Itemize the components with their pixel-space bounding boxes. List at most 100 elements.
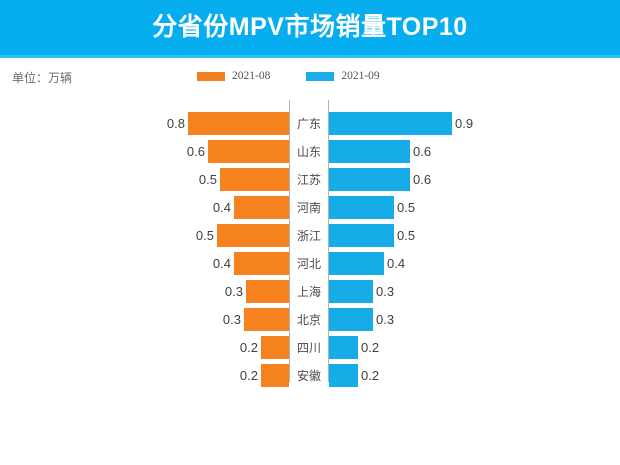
category-label-cell: 安徽 bbox=[290, 362, 328, 389]
category-label: 安徽 bbox=[296, 369, 321, 383]
bar-left[interactable] bbox=[246, 280, 289, 303]
bar-value-label-left: 0.2 bbox=[239, 368, 258, 383]
row-right-half: 0.2 bbox=[329, 362, 620, 389]
bar-value-label-right: 0.2 bbox=[361, 340, 380, 355]
legend-item-2021-09[interactable]: 2021-09 bbox=[306, 70, 380, 82]
chart-row: 0.3 北京 0.3 bbox=[0, 306, 620, 333]
row-right-half: 0.5 bbox=[329, 194, 620, 221]
category-label: 河北 bbox=[296, 257, 321, 271]
bar-value-label-left: 0.6 bbox=[186, 144, 205, 159]
page-title: 分省份MPV市场销量TOP10 bbox=[152, 13, 468, 41]
row-left-half: 0.5 bbox=[0, 166, 289, 193]
bar-value-label-right: 0.4 bbox=[387, 256, 406, 271]
bar-value-label-right: 0.5 bbox=[397, 228, 416, 243]
bar-right[interactable] bbox=[329, 308, 373, 331]
bar-left[interactable] bbox=[208, 140, 289, 163]
bar-value-label-left: 0.4 bbox=[212, 200, 231, 215]
axis-line-right bbox=[328, 100, 329, 382]
row-left-half: 0.5 bbox=[0, 222, 289, 249]
bar-value-label-left: 0.2 bbox=[239, 340, 258, 355]
bar-value-label-right: 0.2 bbox=[361, 368, 380, 383]
category-label: 江苏 bbox=[296, 173, 321, 187]
legend-item-2021-08[interactable]: 2021-08 bbox=[197, 70, 270, 82]
bar-left[interactable] bbox=[244, 308, 289, 331]
bar-right[interactable] bbox=[329, 112, 452, 135]
row-right-half: 0.3 bbox=[329, 278, 620, 305]
legend-swatch-icon bbox=[197, 71, 225, 81]
legend-swatch-icon bbox=[306, 71, 335, 81]
chart-row: 0.8 广东 0.9 bbox=[0, 110, 620, 137]
bar-left[interactable] bbox=[188, 112, 289, 135]
chart-rows: 0.8 广东 0.9 0.6 山东 0.6 0.5 江苏 0.6 0.4 河南 0.5 0.5 浙江 0.5… bbox=[0, 110, 620, 390]
category-label: 浙江 bbox=[296, 229, 321, 243]
category-label-cell: 河北 bbox=[290, 250, 328, 277]
category-label: 上海 bbox=[296, 285, 321, 299]
row-right-half: 0.5 bbox=[329, 222, 620, 249]
chart-row: 0.4 河南 0.5 bbox=[0, 194, 620, 221]
chart-row: 0.5 江苏 0.6 bbox=[0, 166, 620, 193]
bar-left[interactable] bbox=[261, 364, 289, 387]
category-label-cell: 河南 bbox=[290, 194, 328, 221]
chart-row: 0.5 浙江 0.5 bbox=[0, 222, 620, 249]
category-label-cell: 四川 bbox=[290, 334, 328, 361]
row-right-half: 0.6 bbox=[329, 138, 620, 165]
category-label: 山东 bbox=[296, 145, 321, 159]
row-right-half: 0.9 bbox=[329, 110, 620, 137]
bar-value-label-left: 0.4 bbox=[212, 256, 231, 271]
bar-value-label-left: 0.5 bbox=[195, 228, 214, 243]
row-right-half: 0.4 bbox=[329, 250, 620, 277]
row-left-half: 0.2 bbox=[0, 362, 289, 389]
chart-plot-area: 0.8 广东 0.9 0.6 山东 0.6 0.5 江苏 0.6 0.4 河南 0.5 0.5 浙江 0.5… bbox=[0, 100, 620, 390]
bar-right[interactable] bbox=[329, 364, 358, 387]
bar-left[interactable] bbox=[217, 224, 289, 247]
bar-right[interactable] bbox=[329, 140, 410, 163]
bar-left[interactable] bbox=[261, 336, 289, 359]
bar-value-label-right: 0.6 bbox=[413, 144, 432, 159]
bar-value-label-right: 0.3 bbox=[376, 312, 395, 327]
chart-header-banner bbox=[0, 0, 620, 55]
row-left-half: 0.3 bbox=[0, 278, 289, 305]
category-label-cell: 上海 bbox=[290, 278, 328, 305]
category-label-cell: 北京 bbox=[290, 306, 328, 333]
bar-right[interactable] bbox=[329, 280, 373, 303]
bar-right[interactable] bbox=[329, 196, 394, 219]
bar-value-label-left: 0.3 bbox=[224, 284, 243, 299]
category-label: 四川 bbox=[296, 341, 321, 355]
legend-item-label: 2021-09 bbox=[341, 70, 380, 82]
bar-right[interactable] bbox=[329, 336, 358, 359]
category-label-cell: 广东 bbox=[290, 110, 328, 137]
bar-value-label-left: 0.8 bbox=[166, 116, 185, 131]
bar-value-label-right: 0.9 bbox=[455, 116, 474, 131]
bar-left[interactable] bbox=[234, 196, 289, 219]
bar-right[interactable] bbox=[329, 168, 410, 191]
bar-value-label-right: 0.5 bbox=[397, 200, 416, 215]
row-left-half: 0.4 bbox=[0, 250, 289, 277]
row-right-half: 0.2 bbox=[329, 334, 620, 361]
row-right-half: 0.6 bbox=[329, 166, 620, 193]
bar-value-label-left: 0.5 bbox=[198, 172, 217, 187]
bar-value-label-right: 0.6 bbox=[413, 172, 432, 187]
chart-row: 0.2 安徽 0.2 bbox=[0, 362, 620, 389]
bar-right[interactable] bbox=[329, 224, 394, 247]
bar-left[interactable] bbox=[234, 252, 289, 275]
row-left-half: 0.3 bbox=[0, 306, 289, 333]
chart-row: 0.4 河北 0.4 bbox=[0, 250, 620, 277]
category-label-cell: 江苏 bbox=[290, 166, 328, 193]
axis-line-left bbox=[289, 100, 290, 382]
chart-row: 0.6 山东 0.6 bbox=[0, 138, 620, 165]
category-label-cell: 浙江 bbox=[290, 222, 328, 249]
bar-left[interactable] bbox=[220, 168, 289, 191]
chart-row: 0.3 上海 0.3 bbox=[0, 278, 620, 305]
bar-value-label-right: 0.3 bbox=[376, 284, 395, 299]
row-left-half: 0.6 bbox=[0, 138, 289, 165]
category-label-cell: 山东 bbox=[290, 138, 328, 165]
bar-right[interactable] bbox=[329, 252, 384, 275]
chart-legend: 2021-08 2021-09 bbox=[197, 70, 380, 82]
header-underline bbox=[0, 55, 620, 58]
legend-item-label: 2021-08 bbox=[232, 70, 271, 82]
row-left-half: 0.4 bbox=[0, 194, 289, 221]
category-label: 广东 bbox=[296, 117, 321, 131]
bar-value-label-left: 0.3 bbox=[222, 312, 241, 327]
chart-row: 0.2 四川 0.2 bbox=[0, 334, 620, 361]
